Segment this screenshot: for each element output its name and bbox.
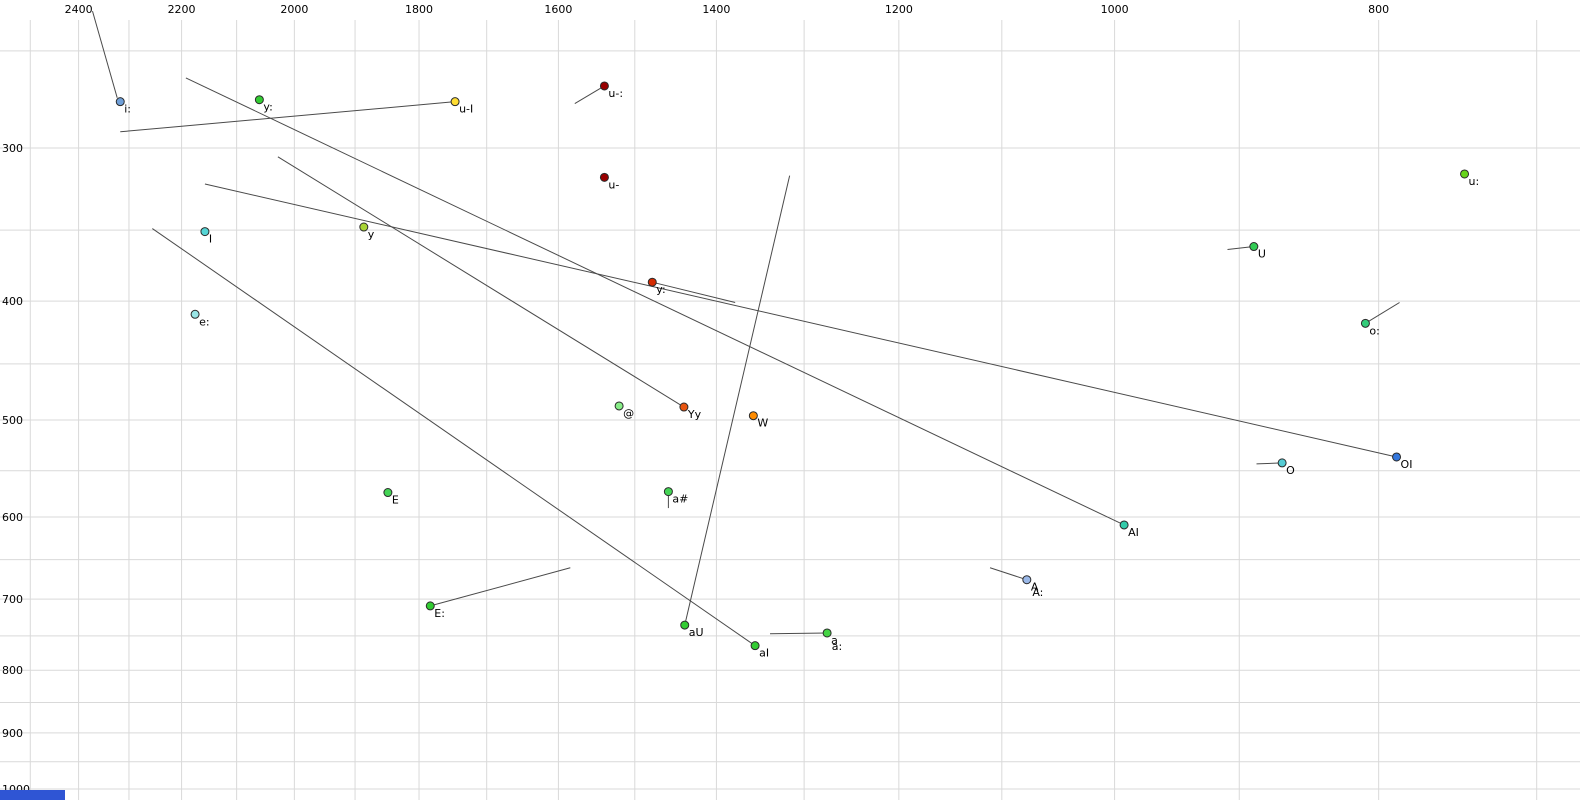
point-label-ai: AI	[1128, 526, 1139, 539]
point-label-o: o:	[1369, 324, 1379, 337]
trajectory-line	[430, 567, 571, 607]
point-label-y: y:	[263, 101, 272, 114]
data-point-u[interactable]	[599, 81, 609, 91]
x-tick-label: 1000	[1101, 3, 1129, 16]
data-point-au[interactable]	[680, 620, 690, 630]
x-tick-label: 800	[1368, 3, 1389, 16]
data-point-u[interactable]	[1249, 242, 1259, 252]
data-point-a[interactable]	[1022, 575, 1032, 585]
point-label-e: e:	[199, 315, 209, 328]
data-point-ai[interactable]	[1119, 520, 1129, 530]
point-label-pt: @	[623, 407, 634, 420]
data-point-u[interactable]	[1460, 169, 1470, 179]
bottom-left-highlight	[0, 790, 65, 800]
data-point-e[interactable]	[383, 488, 393, 498]
point-label-y: y:	[656, 283, 665, 296]
y-tick-label: 500	[2, 414, 23, 427]
data-point-a[interactable]	[822, 628, 832, 638]
trajectory-line	[770, 632, 828, 635]
trajectory-line	[204, 183, 1397, 458]
data-point-y[interactable]	[254, 95, 264, 105]
point-label-i: i:	[124, 103, 131, 116]
point-label-oi: OI	[1401, 458, 1413, 471]
trajectories	[92, 11, 1400, 647]
point-label-a: a	[831, 634, 838, 647]
x-axis-tick-labels: 2400 2200 2000 1800 1600 1400 1200 1000 800	[65, 3, 1390, 16]
data-point-a[interactable]	[663, 487, 673, 497]
trajectory-line	[120, 101, 456, 133]
point-label-a: A	[1031, 581, 1039, 594]
data-point-yy[interactable]	[679, 402, 689, 412]
data-point-ai[interactable]	[750, 641, 760, 651]
point-label-e: E	[392, 494, 399, 507]
point-label-u: U	[1258, 248, 1266, 261]
data-point-e[interactable]	[425, 601, 435, 611]
data-point-i[interactable]	[200, 227, 210, 237]
x-tick-label: 1800	[405, 3, 433, 16]
gridlines	[0, 20, 1580, 800]
trajectory-line	[684, 175, 791, 626]
extra-point-label: A:	[1032, 586, 1043, 599]
point-label-y: y	[368, 228, 375, 241]
point-label-i: I	[209, 233, 212, 246]
data-point-u-i[interactable]	[450, 97, 460, 107]
y-tick-label: 900	[2, 727, 23, 740]
y-tick-label: 400	[2, 295, 23, 308]
y-tick-label: 800	[2, 664, 23, 677]
point-label-yy: Yy	[687, 408, 702, 421]
x-tick-label: 1200	[885, 3, 913, 16]
point-label-a: a#	[672, 493, 688, 506]
trajectory-line	[92, 11, 118, 98]
y-tick-label: 600	[2, 511, 23, 524]
point-label-au: aU	[689, 626, 704, 639]
trajectory-line	[1365, 302, 1400, 324]
data-points: i: y: u-I u-: u-u: y I Uy: e: o: @ Yy W O OI E a# AI A E: aU…	[115, 81, 1480, 660]
point-label-e: E:	[434, 607, 445, 620]
data-point-u[interactable]	[599, 172, 609, 182]
point-label-u: u:	[1469, 175, 1480, 188]
trajectory-line	[277, 156, 685, 408]
trajectory-line	[152, 228, 756, 647]
trajectory-line	[574, 85, 605, 105]
x-tick-label: 1400	[702, 3, 730, 16]
y-tick-label: 300	[2, 142, 23, 155]
data-point-i[interactable]	[115, 97, 125, 107]
x-tick-label: 2400	[65, 3, 93, 16]
data-point-y[interactable]	[647, 277, 657, 287]
extra-point-label: a:	[832, 640, 842, 653]
data-point-pt[interactable]	[614, 401, 624, 411]
data-point-w[interactable]	[748, 411, 758, 421]
data-point-e[interactable]	[190, 309, 200, 319]
point-label-w: W	[757, 417, 768, 430]
data-point-y[interactable]	[359, 222, 369, 232]
trajectory-line	[185, 77, 1125, 526]
point-label-u: u-	[608, 178, 619, 191]
trajectory-line	[989, 567, 1027, 581]
data-point-oi[interactable]	[1392, 452, 1402, 462]
trajectory-line	[652, 281, 736, 303]
x-tick-label: 2000	[280, 3, 308, 16]
x-tick-label: 1600	[544, 3, 572, 16]
x-tick-label: 2200	[168, 3, 196, 16]
point-label-ai: aI	[759, 647, 769, 660]
point-label-o: O	[1286, 464, 1295, 477]
point-label-u: u-:	[608, 87, 623, 100]
y-tick-label: 700	[2, 593, 23, 606]
data-point-o[interactable]	[1360, 318, 1370, 328]
data-point-o[interactable]	[1277, 458, 1287, 468]
point-label-u-i: u-I	[459, 103, 473, 116]
